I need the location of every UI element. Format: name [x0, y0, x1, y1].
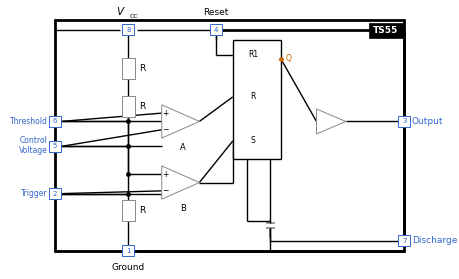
Bar [49, 141, 61, 152]
Bar [233, 40, 281, 159]
Text: CC: CC [130, 14, 139, 19]
Bar [123, 24, 134, 35]
Text: R: R [140, 206, 146, 215]
Text: Q: Q [286, 54, 292, 64]
Text: R: R [140, 102, 146, 111]
Bar [49, 116, 61, 127]
Polygon shape [162, 105, 199, 138]
Text: Voltage: Voltage [19, 146, 48, 155]
Text: −: − [162, 186, 168, 195]
Text: +: + [162, 170, 168, 179]
Text: TS55: TS55 [373, 26, 398, 35]
Text: Reset: Reset [203, 8, 229, 17]
Bar [398, 235, 410, 246]
Text: 1: 1 [126, 247, 130, 254]
Text: +: + [162, 109, 168, 118]
Text: Control: Control [20, 136, 48, 145]
Bar [369, 23, 403, 38]
Polygon shape [162, 166, 199, 199]
Text: R: R [140, 64, 146, 73]
Text: Output: Output [412, 117, 443, 126]
Text: 4: 4 [214, 27, 218, 33]
Text: R1: R1 [248, 50, 258, 59]
Text: 2: 2 [53, 191, 57, 197]
Text: 5: 5 [53, 143, 57, 150]
Bar [55, 20, 404, 251]
Text: S: S [251, 136, 255, 145]
Text: 8: 8 [126, 27, 130, 33]
Text: 7: 7 [402, 238, 407, 244]
Bar [123, 245, 134, 256]
Text: Trigger: Trigger [21, 189, 48, 198]
Bar [398, 116, 410, 127]
Text: B: B [180, 204, 185, 213]
Bar [122, 58, 134, 79]
Bar [49, 188, 61, 199]
Bar [122, 96, 134, 117]
Bar [122, 200, 134, 221]
Text: A: A [180, 143, 185, 152]
Text: Ground: Ground [112, 263, 145, 272]
Text: −: − [162, 125, 168, 134]
Text: Threshold: Threshold [10, 117, 48, 126]
Bar [210, 24, 222, 35]
Text: 3: 3 [402, 119, 407, 124]
Polygon shape [317, 109, 346, 134]
Text: 6: 6 [53, 119, 57, 124]
Text: R: R [250, 92, 256, 101]
Text: Discharge: Discharge [412, 236, 457, 245]
Text: V: V [116, 7, 123, 17]
